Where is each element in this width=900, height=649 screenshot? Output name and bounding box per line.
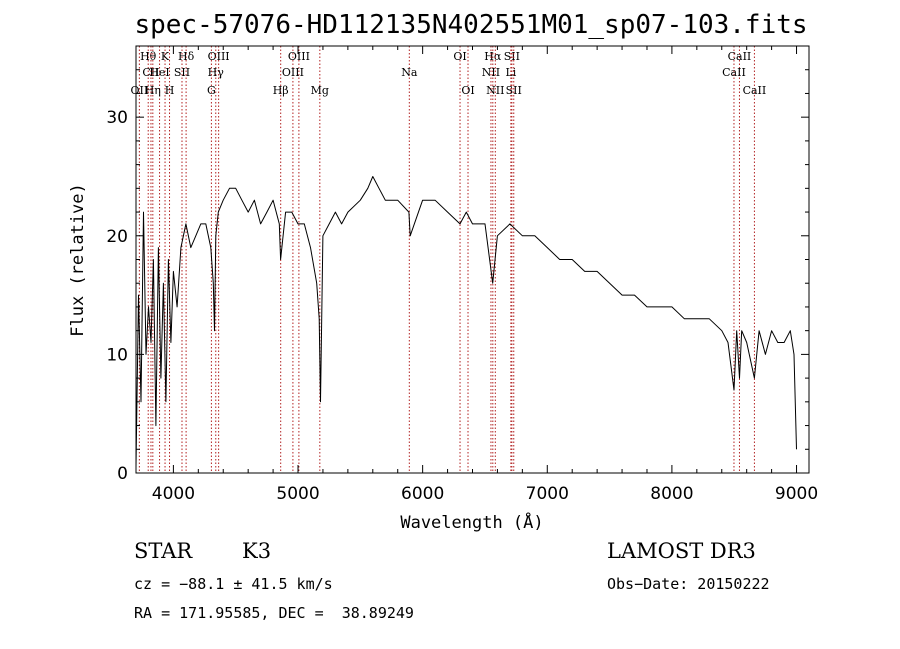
ra-dec: RA = 171.95585, DEC = 38.89249 — [134, 604, 414, 622]
line-label: CaII — [743, 84, 767, 97]
axis-ticks: 4000 5000 6000 7000 8000 9000 0 10 20 30 — [106, 46, 818, 504]
line-label: NII — [486, 84, 504, 97]
y-tick-label: 30 — [106, 108, 128, 128]
line-label: SII — [504, 50, 520, 63]
line-label: NII — [482, 66, 500, 79]
y-tick-label: 10 — [106, 345, 128, 365]
line-label: K — [161, 50, 170, 63]
line-label: HeI — [149, 66, 169, 79]
spectrum-series — [135, 176, 797, 468]
line-label: SII — [174, 66, 190, 79]
survey-name: LAMOST DR3 — [607, 539, 756, 563]
x-axis-label: Wavelength (Å) — [400, 511, 543, 533]
line-label: Hδ — [178, 50, 195, 63]
spectrum-line — [135, 176, 797, 468]
object-subclass: K3 — [242, 539, 272, 563]
x-tick-label: 5000 — [276, 484, 319, 504]
line-label: Hη — [145, 84, 161, 97]
x-tick-label: 9000 — [775, 484, 818, 504]
line-label: CII — [142, 66, 159, 79]
line-label: CaII — [722, 66, 746, 79]
line-label: OIII — [288, 50, 310, 63]
y-tick-label: 0 — [117, 464, 128, 484]
y-axis-label: Flux (relative) — [68, 183, 88, 337]
x-tick-label: 8000 — [650, 484, 693, 504]
line-label: Li — [505, 66, 516, 79]
line-label: OI — [461, 84, 474, 97]
line-label: SII — [506, 84, 522, 97]
line-label: Mg — [311, 84, 329, 97]
line-label: Hβ — [273, 84, 289, 97]
line-label: OIII — [208, 50, 230, 63]
x-tick-label: 7000 — [526, 484, 569, 504]
line-label: Hθ — [140, 50, 157, 63]
line-label: CaII — [728, 50, 752, 63]
line-label: Hα — [484, 50, 502, 63]
line-label: OI — [453, 50, 466, 63]
redshift-cz: cz = −88.1 ± 41.5 km/s — [134, 575, 333, 593]
plot-frame — [135, 45, 810, 474]
object-class: STAR — [134, 539, 193, 563]
x-tick-label: 4000 — [152, 484, 195, 504]
x-tick-label: 6000 — [401, 484, 444, 504]
spectral-line-markers: Hθ CII OII K HeI Hη Hδ SII H OIII Hγ G OIII OIII Hβ Mg N… — [131, 46, 767, 473]
line-label: OIII — [282, 66, 304, 79]
line-label: OII — [131, 84, 149, 97]
line-label: Na — [401, 66, 418, 79]
line-label: Hγ — [208, 66, 225, 79]
line-label: H — [165, 84, 175, 97]
observation-date: Obs−Date: 20150222 — [607, 575, 770, 593]
chart-title: spec-57076-HD112135N402551M01_sp07-103.f… — [134, 10, 807, 40]
y-tick-label: 20 — [106, 227, 128, 247]
line-label: G — [207, 84, 216, 97]
